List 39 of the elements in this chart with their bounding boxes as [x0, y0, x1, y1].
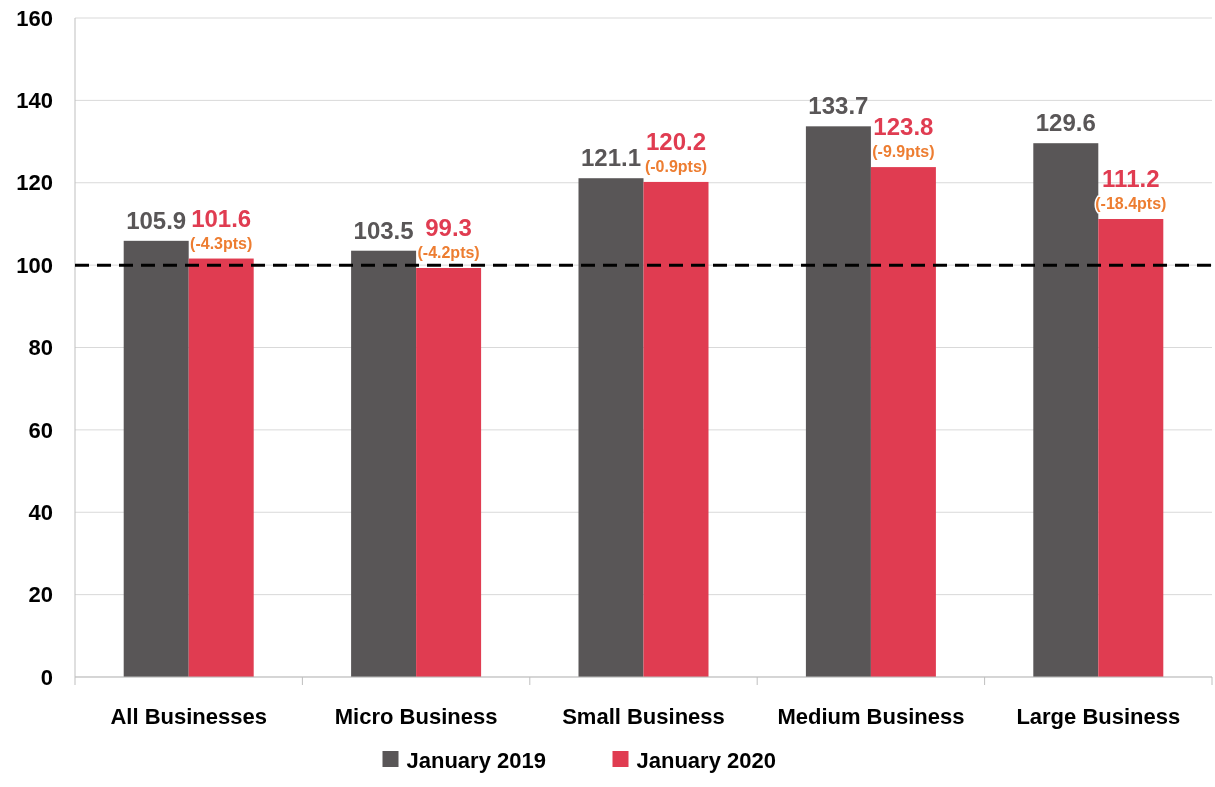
data-label: 133.7 — [808, 92, 869, 120]
bar — [643, 181, 709, 677]
data-label: 103.5 — [353, 216, 414, 244]
y-tick-label: 60 — [28, 417, 53, 443]
bar — [1098, 219, 1164, 677]
data-label: 111.2 — [1102, 164, 1160, 192]
bar — [188, 258, 254, 677]
data-label: 121.1 — [580, 144, 642, 172]
bar — [870, 167, 936, 677]
annotation: (-9.9pts) — [872, 143, 935, 161]
x-tick-label: Medium Business — [777, 704, 965, 729]
annotation: (-0.9pts) — [644, 157, 708, 175]
bar — [351, 250, 417, 677]
x-tick-label: Small Business — [562, 704, 725, 729]
data-label: 129.6 — [1035, 109, 1096, 137]
bar — [805, 126, 871, 677]
y-tick-label: 100 — [16, 252, 53, 278]
bar — [578, 178, 644, 677]
data-label: 123.8 — [873, 113, 934, 141]
legend-label: January 2020 — [636, 748, 776, 773]
annotation: (-4.3pts) — [190, 234, 253, 252]
y-tick-label: 20 — [28, 582, 53, 608]
data-label: 105.9 — [126, 206, 187, 234]
y-tick-label: 40 — [28, 499, 53, 525]
bar — [416, 268, 482, 677]
data-label: 120.2 — [645, 127, 707, 155]
y-tick-label: 0 — [40, 664, 53, 690]
x-tick-label: Large Business — [1016, 704, 1181, 729]
data-label: 99.3 — [425, 214, 472, 242]
y-tick-label: 80 — [28, 335, 53, 361]
data-label: 101.6 — [191, 204, 252, 232]
legend-label: January 2019 — [406, 748, 546, 773]
y-tick-label: 120 — [16, 170, 53, 196]
y-tick-label: 140 — [16, 88, 53, 114]
x-tick-label: All Businesses — [110, 704, 267, 729]
bar — [123, 240, 189, 677]
annotation: (-4.2pts) — [417, 244, 480, 262]
y-tick-label: 160 — [16, 5, 53, 31]
x-tick-label: Micro Business — [334, 704, 498, 729]
